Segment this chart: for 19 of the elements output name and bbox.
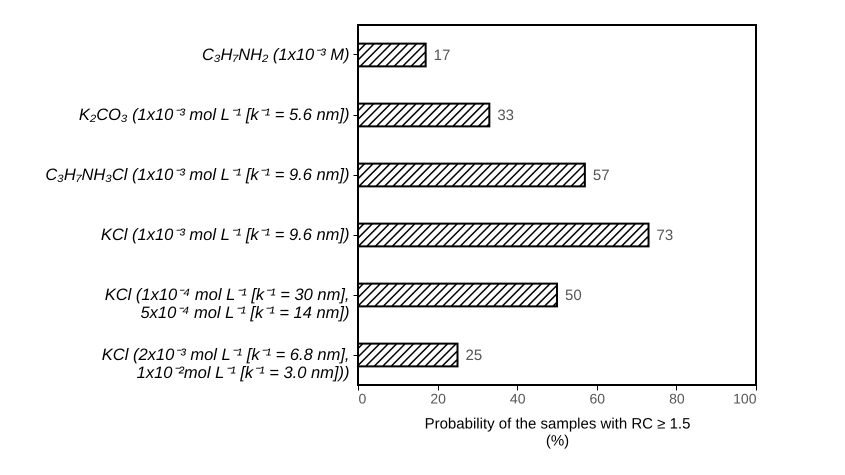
y-tick-label: KCl (1x10⁻³ mol L⁻¹ [k⁻¹ = 9.6 nm]) [100,226,350,244]
y-tick-label: C₃H₇NH₂ (1x10⁻³ M) [202,46,350,64]
x-tick-label: 100 [733,390,757,406]
y-tick-label: KCl (1x10⁻⁴ mol L⁻¹ [k⁻¹ = 30 nm], 5x10⁻⁴ mol L⁻¹ [k⁻¹ = 14 nm]) [104,286,350,322]
data-label: 50 [565,287,582,304]
data-label: 33 [497,107,514,124]
data-label: 17 [434,47,450,64]
x-tick-label: 80 [669,390,685,406]
data-label: 73 [656,227,674,244]
x-tick-label: 20 [430,390,446,406]
x-tick-label: 60 [590,390,606,406]
y-tick-label: K₂CO₃ (1x10⁻³ mol L⁻¹ [k⁻¹ = 5.6 nm]) [78,106,350,124]
data-label: 57 [592,167,610,184]
y-tick-label: KCl (2x10⁻³ mol L⁻¹ [k⁻¹ = 6.8 nm], 1x10⁻²mol L⁻¹ [k⁻¹ = 3.0 nm])) [102,346,350,382]
y-tick-label: C₃H₇NH₃Cl (1x10⁻³ mol L⁻¹ [k⁻¹ = 9.6 nm]) [45,166,350,184]
x-tick-label: 40 [510,390,526,406]
x-tick-label: 0 [358,390,366,406]
x-axis-title: Probability of the samples with RC ≥ 1.5 (%) [424,416,690,450]
data-label: 25 [466,347,482,364]
